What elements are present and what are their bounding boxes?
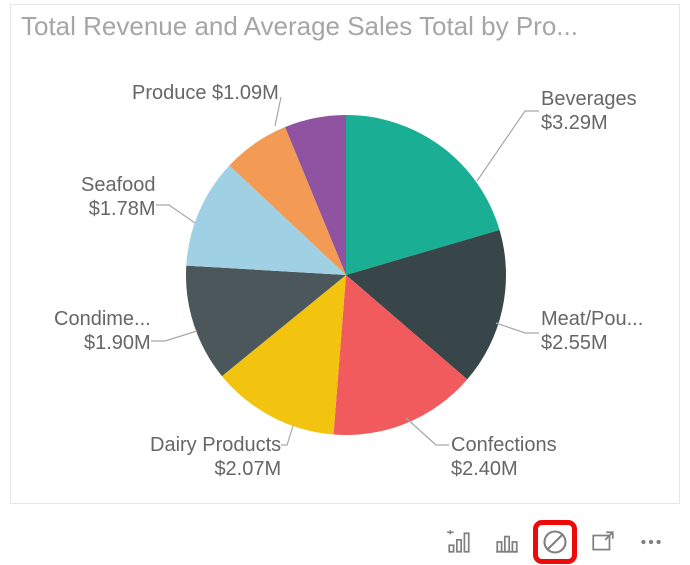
- chart-title: Total Revenue and Average Sales Total by…: [11, 5, 679, 42]
- sort-descending-icon[interactable]: [444, 527, 474, 557]
- slice-label: Dairy Products$2.07M: [150, 433, 281, 481]
- visual-toolbar: [444, 527, 666, 557]
- slice-label: Confections$2.40M: [451, 433, 557, 481]
- pie-chart: Beverages$3.29M Meat/Pou...$2.55M Confecti…: [11, 45, 679, 503]
- leader-line: [477, 111, 539, 181]
- slice-label-line1: Produce $1.09M: [132, 81, 279, 105]
- leader-line: [406, 418, 449, 445]
- leader-line: [151, 331, 197, 341]
- chart-card: Total Revenue and Average Sales Total by…: [10, 4, 680, 504]
- slice-label: Seafood$1.78M: [81, 173, 156, 221]
- slice-label-line2: $1.78M: [81, 197, 156, 221]
- clear-sort-icon[interactable]: [540, 527, 570, 557]
- slice-label-line1: Beverages: [541, 87, 637, 111]
- slice-label-line1: Condime...: [54, 307, 151, 331]
- sort-ascending-icon[interactable]: [492, 527, 522, 557]
- slice-label-line2: $2.55M: [541, 331, 643, 355]
- leader-line: [156, 205, 195, 223]
- slice-label: Produce $1.09M: [132, 81, 279, 105]
- focus-mode-icon[interactable]: [588, 527, 618, 557]
- slice-label-line1: Seafood: [81, 173, 156, 197]
- slice-label-line2: $2.40M: [451, 457, 557, 481]
- slice-label-line1: Meat/Pou...: [541, 307, 643, 331]
- slice-label-line1: Dairy Products: [150, 433, 281, 457]
- slice-label: Meat/Pou...$2.55M: [541, 307, 643, 355]
- leader-line: [496, 323, 539, 333]
- slice-label: Beverages$3.29M: [541, 87, 637, 135]
- slice-label-line2: $3.29M: [541, 111, 637, 135]
- slice-label-line1: Confections: [451, 433, 557, 457]
- slice-label-line2: $2.07M: [150, 457, 281, 481]
- more-options-icon[interactable]: [636, 527, 666, 557]
- leader-line: [281, 426, 293, 445]
- slice-label-line2: $1.90M: [54, 331, 151, 355]
- slice-label: Condime...$1.90M: [54, 307, 151, 355]
